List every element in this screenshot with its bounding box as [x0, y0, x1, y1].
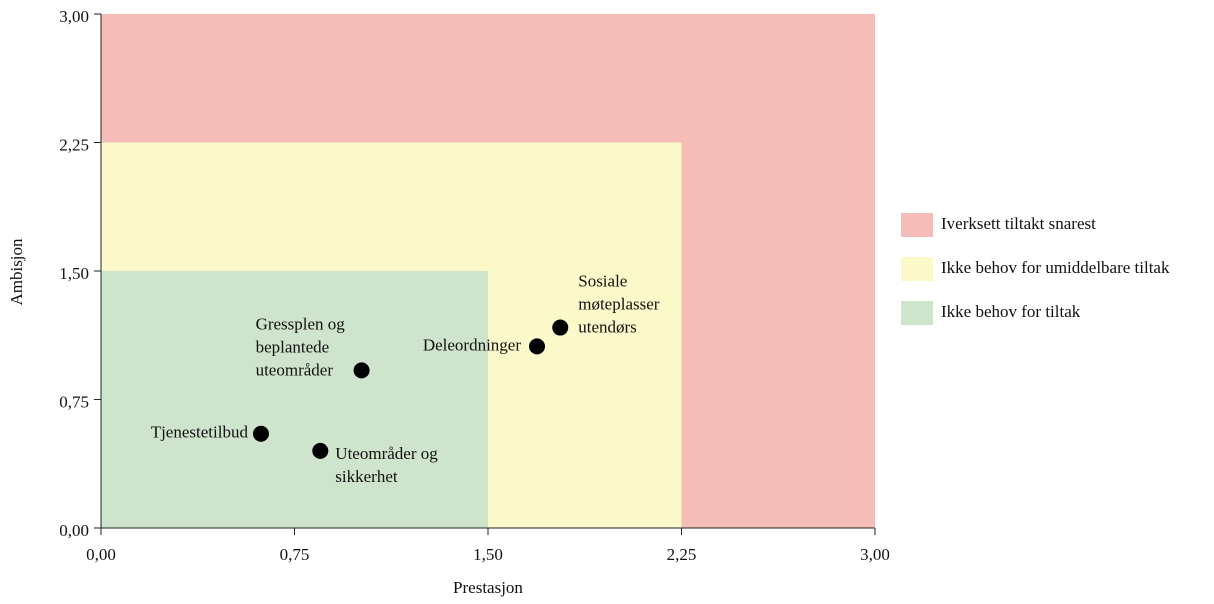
- point-label: beplantede: [256, 337, 330, 356]
- x-tick-label: 3,00: [860, 545, 890, 564]
- y-tick-label: 1,50: [59, 264, 89, 283]
- x-tick-label: 0,75: [280, 545, 310, 564]
- point: [312, 442, 329, 459]
- legend-label: Ikke behov for umiddelbare tiltak: [941, 258, 1170, 277]
- legend-label: Ikke behov for tiltak: [941, 302, 1081, 321]
- point: [252, 425, 269, 442]
- legend-swatch: [901, 257, 933, 281]
- point-label: uteområder: [256, 360, 334, 379]
- y-tick-label: 3,00: [59, 7, 89, 26]
- zone: [101, 271, 488, 528]
- point-label: Sosiale: [578, 271, 627, 290]
- y-tick-label: 0,00: [59, 521, 89, 540]
- point-label: sikkerhet: [335, 467, 398, 486]
- point-label: utendørs: [578, 317, 637, 336]
- point-label: Deleordninger: [423, 335, 522, 354]
- point: [552, 319, 569, 336]
- point: [529, 338, 546, 355]
- y-tick-label: 2,25: [59, 135, 89, 154]
- x-axis-label: Prestasjon: [453, 578, 523, 597]
- y-tick-label: 0,75: [59, 392, 89, 411]
- point-label: møteplasser: [578, 294, 660, 313]
- y-axis-label: Ambisjon: [7, 238, 26, 306]
- point-label: Uteområder og: [335, 444, 438, 463]
- x-tick-label: 0,00: [86, 545, 116, 564]
- legend-label: Iverksett tiltakt snarest: [941, 214, 1096, 233]
- point-label: Gressplen og: [256, 314, 346, 333]
- point-label: Tjenestetilbud: [151, 423, 249, 442]
- x-tick-label: 1,50: [473, 545, 503, 564]
- x-tick-label: 2,25: [667, 545, 697, 564]
- point: [353, 362, 370, 379]
- legend-swatch: [901, 213, 933, 237]
- legend-swatch: [901, 301, 933, 325]
